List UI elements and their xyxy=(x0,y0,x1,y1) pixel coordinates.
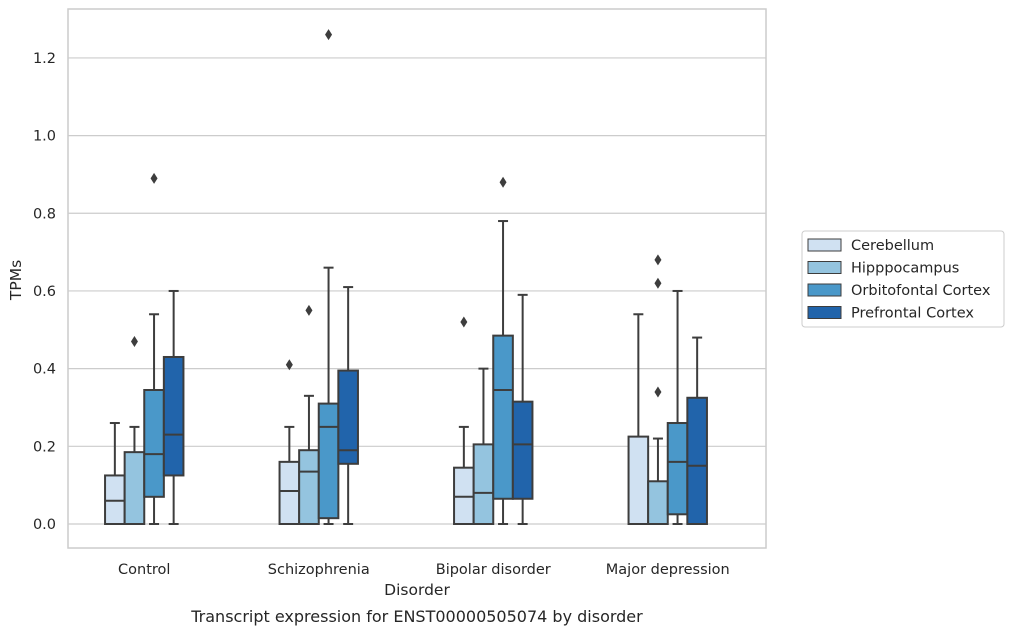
y-tick-labels: 0.0 0.2 0.4 0.6 0.8 1.0 1.2 xyxy=(33,51,56,533)
box-body xyxy=(472,443,495,525)
legend-swatch xyxy=(807,261,842,274)
box-0-2 xyxy=(143,172,165,525)
box-0-3 xyxy=(162,289,185,525)
y-tick-label: 0.0 xyxy=(33,517,56,533)
box-2-2 xyxy=(492,176,514,525)
outlier-point xyxy=(499,176,507,188)
outlier-point xyxy=(654,386,662,398)
box-body xyxy=(162,355,185,477)
box-body xyxy=(492,334,514,500)
box-0-0 xyxy=(104,422,126,526)
plot-frame xyxy=(67,8,767,549)
box-3-0 xyxy=(627,313,650,525)
box-3-3 xyxy=(686,336,708,525)
box-2-0 xyxy=(453,316,475,526)
y-tick-label: 0.8 xyxy=(33,206,56,222)
legend-swatch xyxy=(807,306,842,319)
box-body xyxy=(647,480,669,525)
outlier-point xyxy=(460,316,468,328)
outlier-point xyxy=(305,304,313,316)
legend-label: Prefrontal Cortex xyxy=(851,306,974,322)
box-body xyxy=(317,402,340,520)
box-body xyxy=(686,396,708,525)
box-0-1 xyxy=(123,335,146,525)
outlier-point xyxy=(130,335,138,347)
box-body xyxy=(123,451,146,525)
y-tick-label: 0.6 xyxy=(33,284,56,300)
box-3-1 xyxy=(647,254,669,525)
box-body xyxy=(278,460,301,525)
outlier-point xyxy=(325,29,333,41)
box-3-2 xyxy=(666,289,689,525)
x-tick-labels: Control Schizophrenia Bipolar disorder Majo… xyxy=(118,562,730,578)
box-body xyxy=(627,435,650,525)
outlier-point xyxy=(150,172,158,184)
box-2-1 xyxy=(472,367,495,525)
box-body xyxy=(666,422,689,516)
box-body xyxy=(337,369,359,465)
legend-label: Hipppocampus xyxy=(851,261,959,277)
box-body xyxy=(511,400,534,500)
legend: Cerebellum Hipppocampus Orbitofontal Corte… xyxy=(801,230,1005,328)
x-tick-label: Bipolar disorder xyxy=(436,562,551,578)
y-axis-label: TPMs xyxy=(7,260,25,301)
box-1-3 xyxy=(337,286,359,525)
outlier-point xyxy=(654,277,662,289)
y-tick-label: 1.2 xyxy=(33,51,56,67)
box-body xyxy=(298,449,320,526)
y-tick-label: 0.4 xyxy=(33,362,56,378)
box-body xyxy=(143,389,165,498)
y-tick-label: 0.2 xyxy=(33,439,56,455)
box-2-3 xyxy=(511,293,534,525)
x-tick-label: Schizophrenia xyxy=(268,562,370,578)
box-1-0 xyxy=(278,359,301,525)
legend-swatch xyxy=(807,238,842,252)
legend-label: Orbitofontal Cortex xyxy=(851,283,991,299)
legend-swatch xyxy=(807,283,842,297)
outlier-point xyxy=(654,254,662,266)
x-axis-label: Disorder xyxy=(384,581,450,599)
box-1-2 xyxy=(317,29,340,525)
outlier-point xyxy=(285,359,293,371)
legend-label: Cerebellum xyxy=(851,238,934,254)
x-tick-label: Control xyxy=(118,562,170,578)
box-groups xyxy=(104,29,708,526)
y-tick-label: 1.0 xyxy=(33,129,56,145)
legend-frame xyxy=(801,230,1005,328)
x-tick-label: Major depression xyxy=(606,562,730,578)
chart-caption: Transcript expression for ENST0000050507… xyxy=(190,607,643,626)
box-1-1 xyxy=(298,304,320,526)
